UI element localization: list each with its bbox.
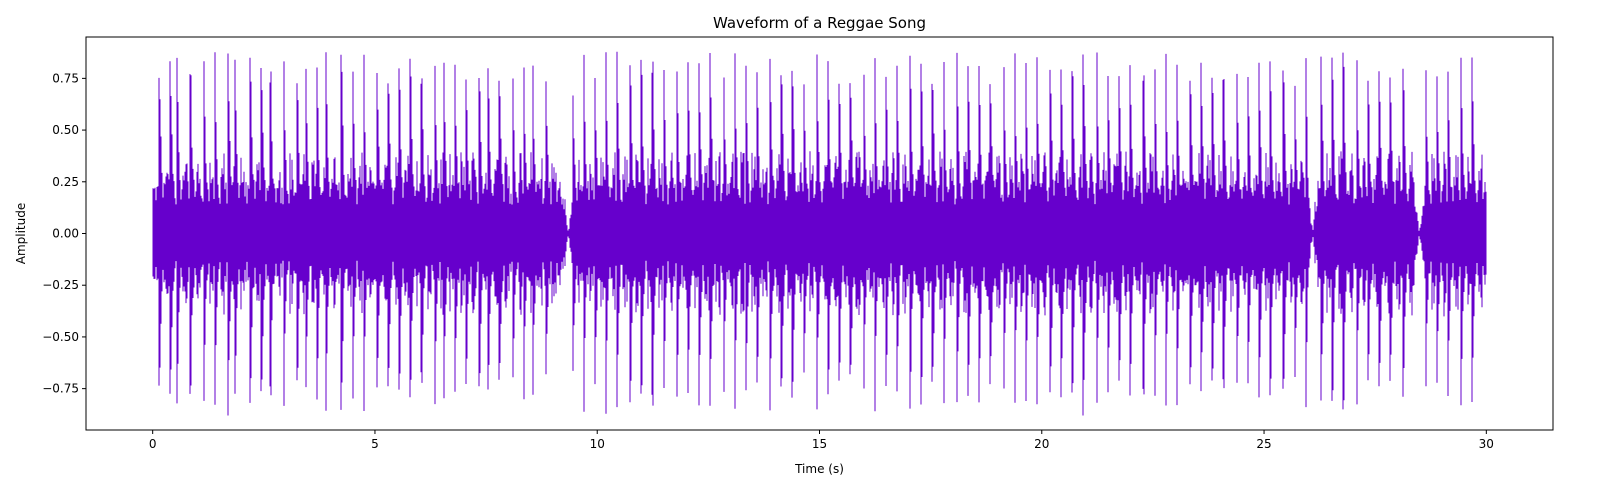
y-tick-label: 0.50 [52, 123, 79, 137]
chart-title: Waveform of a Reggae Song [713, 14, 926, 32]
y-tick-label: −0.75 [42, 382, 79, 396]
x-tick-label: 25 [1256, 437, 1271, 451]
x-axis-label: Time (s) [794, 462, 844, 476]
x-tick-label: 10 [590, 437, 605, 451]
plot-area [152, 51, 1487, 416]
x-axis-ticks: 0 5 10 15 20 25 30 [149, 430, 1494, 451]
x-tick-label: 30 [1479, 437, 1494, 451]
waveform-line [152, 51, 1487, 416]
x-tick-label: 15 [812, 437, 827, 451]
x-tick-label: 0 [149, 437, 157, 451]
y-tick-label: 0.00 [52, 227, 79, 241]
y-tick-label: −0.50 [42, 330, 79, 344]
x-tick-label: 5 [371, 437, 379, 451]
y-tick-label: 0.75 [52, 71, 79, 85]
y-axis-label: Amplitude [14, 203, 28, 265]
x-tick-label: 20 [1034, 437, 1049, 451]
y-tick-label: 0.25 [52, 175, 79, 189]
y-tick-label: −0.25 [42, 278, 79, 292]
y-axis-ticks: −0.75 −0.50 −0.25 0.00 0.25 0.50 0.75 [42, 71, 86, 396]
